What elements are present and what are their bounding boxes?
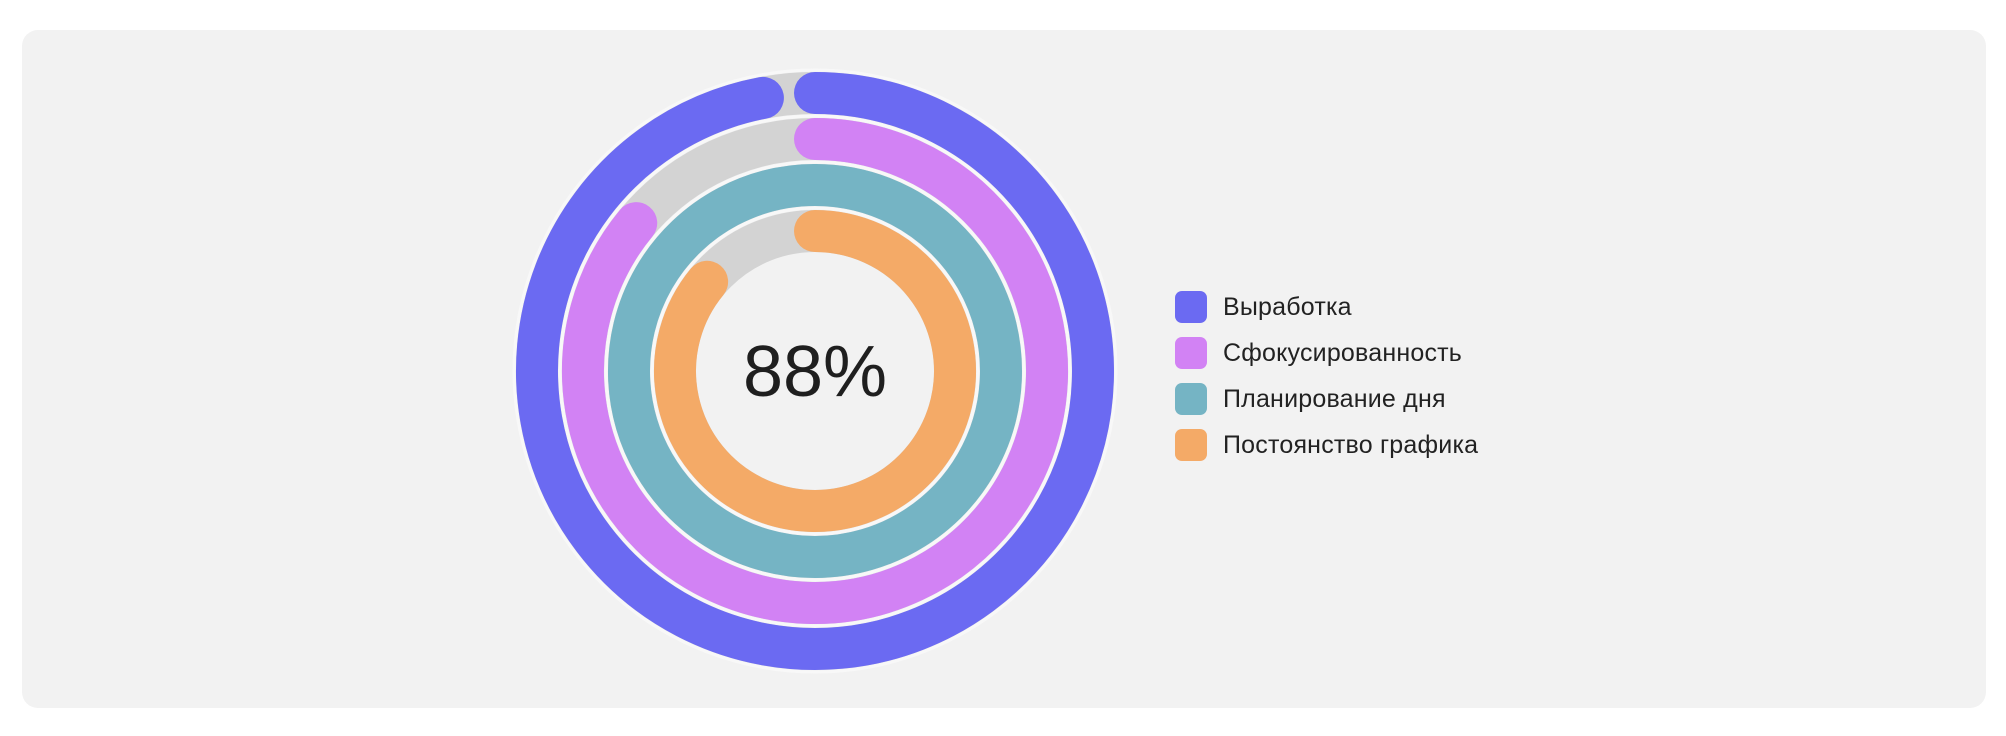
center-value: 88% — [743, 332, 887, 412]
legend-swatch — [1175, 383, 1207, 415]
ring-separator — [650, 206, 980, 536]
ring-arc[interactable] — [654, 210, 976, 532]
legend-label: Сфокусированность — [1223, 338, 1463, 367]
legend-label: Планирование дня — [1223, 384, 1446, 413]
legend-swatch — [1175, 337, 1207, 369]
legend-item[interactable]: Постоянство графика — [1175, 422, 1478, 468]
legend-item[interactable]: Планирование дня — [1175, 376, 1478, 422]
ring-1 — [512, 68, 1118, 674]
ring-arc[interactable] — [608, 164, 1022, 578]
ring-separator — [604, 160, 1026, 582]
ring-overlap-arc[interactable] — [794, 163, 871, 210]
ring-separator — [512, 68, 1118, 674]
legend-swatch — [1175, 429, 1207, 461]
legend-item[interactable]: Сфокусированность — [1175, 330, 1478, 376]
legend-item[interactable]: Выработка — [1175, 284, 1478, 330]
ring-3 — [604, 160, 1026, 582]
legend-label: Выработка — [1223, 292, 1352, 321]
legend-label: Постоянство графика — [1223, 430, 1479, 459]
rings-layer — [512, 68, 1118, 674]
legend: Выработка Сфокусированность Планирование д… — [1175, 284, 1478, 468]
legend-swatch — [1175, 291, 1207, 323]
ring-separator — [558, 114, 1072, 628]
ring-2 — [558, 114, 1072, 628]
ring-arc[interactable] — [516, 72, 1114, 670]
ring-arc[interactable] — [562, 118, 1068, 624]
ring-4 — [650, 206, 980, 536]
